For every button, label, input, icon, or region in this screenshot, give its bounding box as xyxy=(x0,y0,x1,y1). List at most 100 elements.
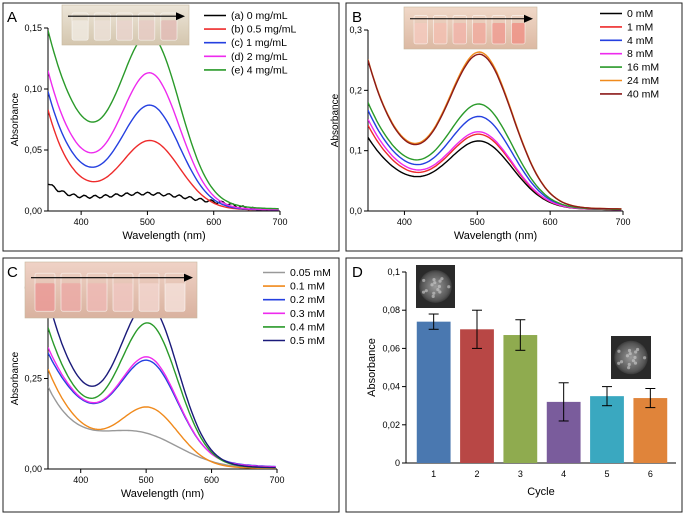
panel-a-photo-arrow-head xyxy=(176,12,185,21)
panel-b-vial xyxy=(453,22,467,44)
panel-b-x-tick-label: 700 xyxy=(615,217,630,227)
panel-d-y-tick-label: 0,1 xyxy=(387,267,400,277)
panel-c-x-tick-label: 500 xyxy=(139,475,154,485)
panel-c-vial-glass xyxy=(112,272,134,312)
panel-c-vial-glass xyxy=(164,272,186,312)
panel-d-sem-after-texture xyxy=(625,354,630,358)
panel-d-x-axis-label: Cycle xyxy=(527,486,555,498)
panel-d-y-axis-label: Absorbance xyxy=(366,338,378,397)
panel-d-sem-before-texture xyxy=(424,289,428,293)
panel-b-y-tick-label: 0,2 xyxy=(349,85,362,95)
panel-c-series-line xyxy=(48,347,276,468)
panel-d-sem-after-texture xyxy=(617,361,621,365)
panel-a-y-tick-label: 0,05 xyxy=(24,145,42,155)
panel-d-x-tick-label: 5 xyxy=(604,469,609,479)
panel-a-vial xyxy=(138,20,155,41)
panel-c-vial xyxy=(61,283,81,312)
panel-a-vial-glass xyxy=(160,12,178,41)
panel-b-vial xyxy=(433,22,447,44)
panel-a-x-axis-label: Wavelength (nm) xyxy=(122,230,205,242)
panel-b-legend-label: 0 mM xyxy=(627,8,653,20)
panel-b-x-tick-label: 500 xyxy=(470,217,485,227)
panel-d-sem-after-texture xyxy=(634,350,638,354)
panel-d-sem-before-texture xyxy=(440,277,444,281)
panel-d-sem-before-texture xyxy=(422,278,426,283)
panel-d-x-tick-label: 6 xyxy=(648,469,653,479)
panel-d-bar xyxy=(633,398,668,463)
panel-b-chart: 400 500 600 700 0,0 0,1 0,2 0,3 Wavelength (nm) A… xyxy=(330,6,659,242)
panel-c-legend-label: 0.3 mM xyxy=(290,308,325,320)
panel-c-legend-label: 0.1 mM xyxy=(290,281,325,293)
panel-c-legend-label: 0.4 mM xyxy=(290,321,325,333)
panel-d-sem-after-texture xyxy=(631,359,636,363)
panel-a-series-line xyxy=(48,109,279,211)
panel-d-sem-before-sphere xyxy=(419,270,452,303)
panel-a-x-tick-label: 700 xyxy=(272,217,287,227)
panel-b-legend-label: 40 mM xyxy=(627,88,659,100)
panel-a-series-line xyxy=(48,70,279,211)
panel-b-vial-glass xyxy=(452,15,467,45)
panel-d-sem-before-texture xyxy=(432,278,436,282)
panel-d-sem-before-texture xyxy=(437,284,441,289)
panel-b-photo-arrow-head xyxy=(524,14,533,23)
panel-b-y-tick-label: 0,1 xyxy=(349,146,362,156)
panel-a-x-tick-label: 400 xyxy=(74,217,89,227)
panel-frame-b xyxy=(345,2,683,252)
panel-c-vial xyxy=(113,283,133,312)
panel-a-y-tick-label: 0,10 xyxy=(24,84,42,94)
panel-d-y-tick-label: 0,02 xyxy=(382,420,400,430)
panel-b-legend-label: 24 mM xyxy=(627,75,659,87)
panel-b-x-axis-label: Wavelength (nm) xyxy=(454,230,537,242)
panel-frame-a xyxy=(2,2,340,252)
panel-d-bar xyxy=(416,321,451,463)
panel-a-vial-glass xyxy=(138,12,156,41)
panel-d-x-tick-label: 2 xyxy=(474,469,479,479)
panel-d-y-tick-label: 0,08 xyxy=(382,305,400,315)
panel-c-series-line xyxy=(48,322,276,469)
panel-a-legend-label: (d) 2 mg/mL xyxy=(231,51,288,63)
panel-letter-d: D xyxy=(352,264,363,281)
panel-b-series-line xyxy=(368,118,622,211)
panel-d-sem-after-texture xyxy=(617,349,621,353)
panel-a-x-tick-label: 500 xyxy=(140,217,155,227)
panel-d-sem-before-texture xyxy=(421,290,426,294)
panel-d-sem-before-texture xyxy=(432,291,436,295)
panel-d-sem-before-texture xyxy=(433,281,437,285)
panel-d-sem-after-texture xyxy=(627,366,631,370)
panel-c-y-tick-label: 0,25 xyxy=(24,374,42,384)
panel-b-vial xyxy=(414,22,428,44)
panel-d-x-tick-label: 4 xyxy=(561,469,566,479)
panel-c-vial-glass xyxy=(138,272,160,312)
panel-d-sem-after-texture xyxy=(642,356,647,360)
panel-d-bar xyxy=(503,335,538,463)
panel-d-y-tick-label: 0 xyxy=(395,458,400,468)
panel-a-y-axis-label: Absorbance xyxy=(10,92,21,146)
panel-b-series-line xyxy=(368,137,622,211)
panel-b-legend-label: 8 mM xyxy=(627,48,653,60)
panel-d-sem-before-texture xyxy=(438,290,442,294)
panel-c-legend-label: 0.2 mM xyxy=(290,294,325,306)
panel-b-series-line xyxy=(368,109,622,211)
panel-a-vial xyxy=(160,20,177,41)
panel-d-sem-after-texture xyxy=(627,348,632,353)
panel-a-legend-label: (e) 4 mg/mL xyxy=(231,64,288,76)
panel-d-x-tick-label: 3 xyxy=(518,469,523,479)
panel-b-vial-glass xyxy=(472,15,487,45)
panel-a-vial-glass xyxy=(116,12,133,41)
panel-b-vial xyxy=(472,22,486,44)
panel-b-x-tick-label: 400 xyxy=(397,217,412,227)
panel-c-x-tick-label: 400 xyxy=(73,475,88,485)
panel-b-y-axis-label: Absorbance xyxy=(330,93,341,147)
panel-c-y-tick-label: 0,00 xyxy=(24,464,42,474)
panel-c-vial xyxy=(35,283,55,312)
panel-b-series-line xyxy=(368,124,622,211)
panel-b-vial-glass xyxy=(433,15,448,45)
panel-b-x-tick-label: 600 xyxy=(543,217,558,227)
panel-c-series-line xyxy=(48,368,276,469)
panel-d-x-tick-label: 1 xyxy=(431,469,436,479)
panel-a-vial-glass xyxy=(93,12,111,41)
panel-b-vial-glass xyxy=(413,15,428,45)
panel-frame-c xyxy=(2,257,340,513)
panel-b-series-line xyxy=(368,102,622,211)
